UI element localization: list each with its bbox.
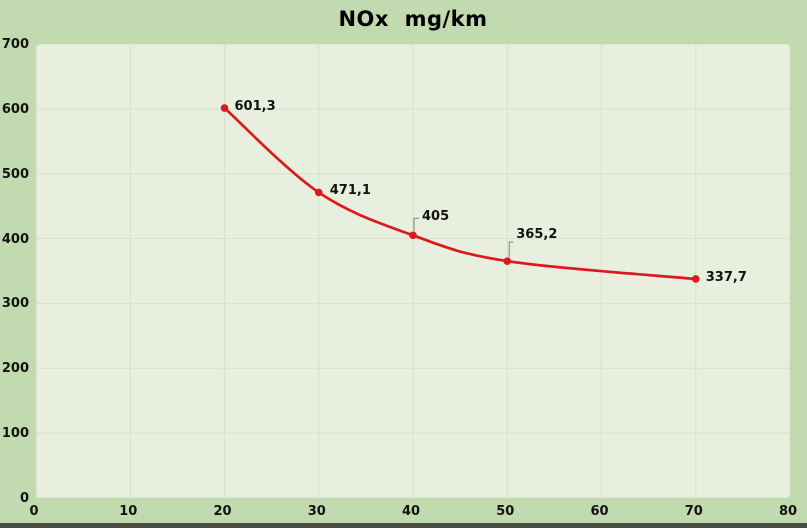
data-point-label: 471,1: [329, 183, 371, 199]
x-tick-label: 30: [307, 504, 326, 519]
data-point-marker: [314, 188, 323, 197]
data-label-leader-line: [508, 241, 514, 258]
series-line: [223, 106, 698, 281]
x-tick-label: 0: [29, 504, 39, 519]
data-point-marker: [220, 104, 229, 112]
x-tick-label: 40: [401, 504, 421, 519]
data-point-marker: [409, 231, 417, 240]
y-tick-label: 600: [1, 101, 29, 117]
y-tick-label: 100: [1, 426, 29, 442]
x-tick-label: 80: [778, 504, 798, 519]
x-tick-label: 10: [119, 504, 138, 519]
data-point-label: 601,3: [234, 99, 276, 114]
y-tick-label: 400: [1, 231, 29, 247]
x-tick-label: 20: [213, 504, 232, 519]
y-tick-label: 700: [1, 37, 29, 52]
y-tick-label: 300: [1, 296, 29, 312]
plot-area: [36, 44, 790, 498]
x-tick-label: 50: [496, 504, 515, 519]
data-point-label: 337,7: [705, 269, 747, 285]
data-point-label: 405: [422, 209, 450, 225]
y-tick-label: 200: [1, 361, 29, 377]
x-tick-label: 60: [590, 504, 609, 519]
y-tick-label: 0: [19, 491, 29, 506]
screenshot-bottom-edge: [0, 523, 807, 528]
data-point-label: 365,2: [516, 227, 558, 243]
chart-title: NOx mg/km: [338, 7, 488, 31]
data-point-marker: [503, 257, 512, 265]
y-tick-label: 500: [1, 166, 29, 182]
plot-svg: [36, 44, 790, 498]
data-label-leader-line: [413, 217, 419, 232]
x-tick-label: 70: [684, 504, 703, 519]
data-point-marker: [691, 275, 700, 283]
